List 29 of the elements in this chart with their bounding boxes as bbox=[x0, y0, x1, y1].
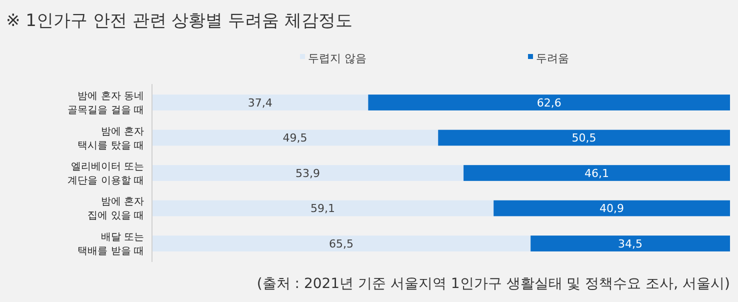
y-tick-label: 배달 또는 택배를 받을 때 bbox=[78, 232, 144, 257]
data-label: 40,9 bbox=[600, 202, 624, 216]
bar bbox=[530, 236, 730, 252]
bar bbox=[152, 130, 438, 146]
y-tick-label: 밤에 혼자 동네 골목길을 걸을 때 bbox=[68, 91, 144, 116]
bar bbox=[152, 165, 464, 181]
data-label: 50,5 bbox=[572, 132, 596, 145]
legend-label: 두려움 bbox=[536, 52, 569, 65]
bar bbox=[152, 236, 531, 252]
bar bbox=[494, 200, 730, 216]
bar bbox=[152, 94, 368, 110]
y-tick-label: 엘리베이터 또는 계단을 이용할 때 bbox=[68, 162, 144, 186]
data-label: 59,1 bbox=[310, 202, 336, 216]
legend-label: 두렵지 않음 bbox=[308, 52, 366, 65]
data-label: 37,4 bbox=[248, 96, 272, 110]
data-label: 65,5 bbox=[329, 237, 354, 250]
data-label: 62,6 bbox=[536, 96, 562, 110]
bar bbox=[152, 200, 494, 216]
chart-title: ※ 1인가구 안전 관련 상황별 두려움 체감정도 bbox=[6, 11, 352, 31]
y-tick-label: 밤에 혼자 택시를 탔을 때 bbox=[78, 126, 144, 152]
bar bbox=[464, 165, 730, 181]
data-label: 53,9 bbox=[296, 166, 320, 180]
data-label: 49,5 bbox=[282, 132, 308, 145]
bar bbox=[368, 94, 730, 110]
text: (출처 : 2021년 기준 서울지역 1인가구 생활실태 및 정책수요 조사, 서울시) bbox=[256, 276, 730, 292]
data-label: 34,5 bbox=[618, 237, 643, 250]
y-tick-label: 밤에 혼자 집에 있을 때 bbox=[88, 196, 144, 222]
bar bbox=[438, 130, 730, 146]
data-label: 46,1 bbox=[584, 166, 610, 180]
